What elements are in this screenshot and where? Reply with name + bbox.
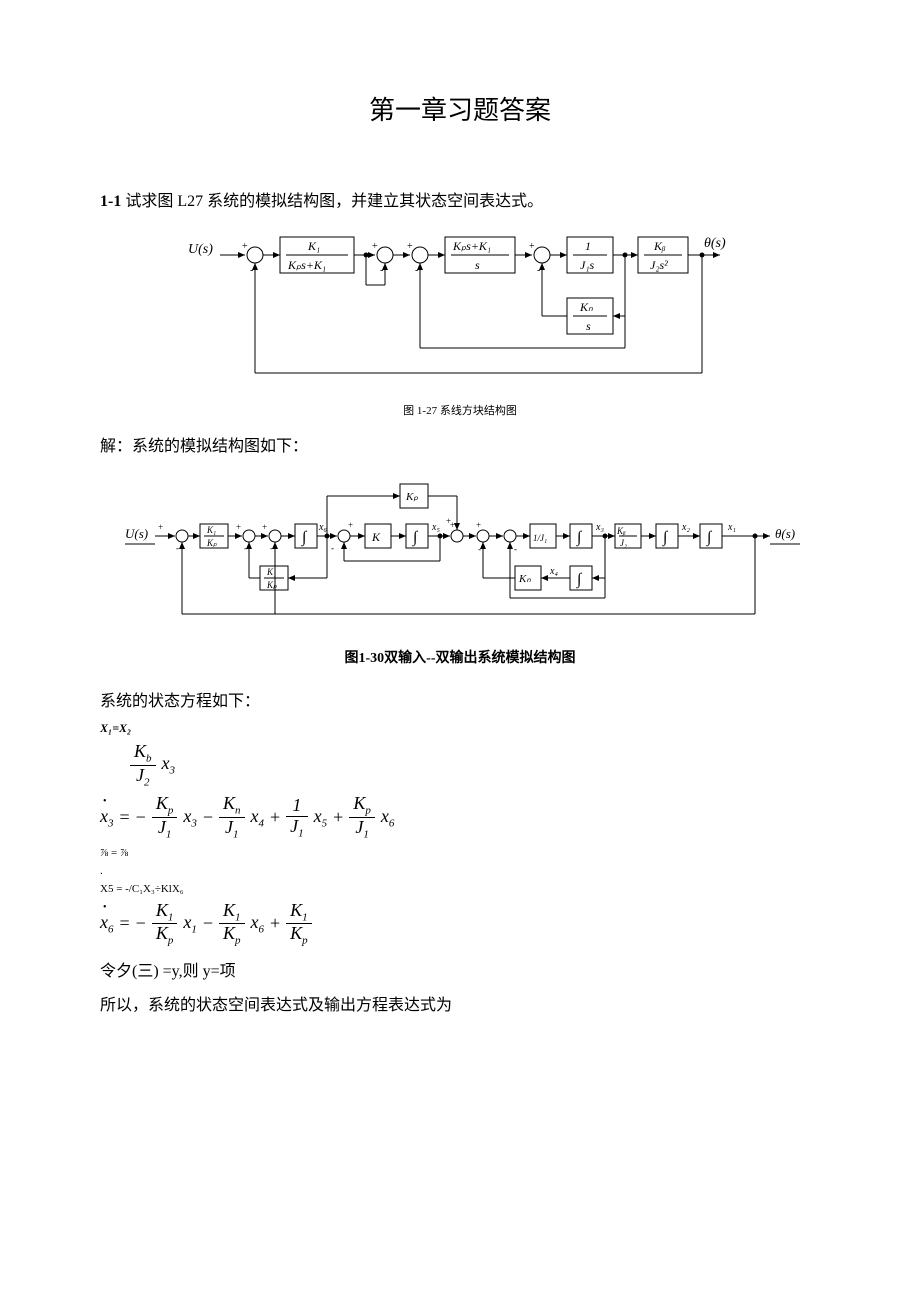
output-label: θ(s) — [704, 236, 726, 251]
input-label: U(s) — [188, 242, 213, 257]
svg-text:J₁s: J₁s — [580, 258, 594, 272]
svg-text:+: + — [242, 241, 248, 252]
svg-text:K₁: K₁ — [307, 239, 320, 253]
svg-text:J₂: J₂ — [620, 538, 627, 548]
svg-text:x₃: x₃ — [595, 522, 604, 533]
eq-x3: x3 = − KpJ1 x3 − KnJ1 x4 + 1J1 x5 + KpJ1… — [100, 794, 820, 840]
svg-text:Kₚ: Kₚ — [405, 491, 418, 503]
svg-text:1/J₁: 1/J₁ — [533, 533, 547, 543]
eq-x1x2: X₁=X₂ — [100, 721, 820, 736]
svg-text:+: + — [407, 241, 413, 252]
problem-statement: 1-1 试求图 L27 系统的模拟结构图，并建立其状态空间表达式。 — [100, 187, 820, 211]
svg-text:∫: ∫ — [301, 529, 308, 547]
svg-text:x₂: x₂ — [681, 522, 690, 533]
svg-text:∫: ∫ — [662, 529, 669, 547]
svg-text:+: + — [158, 522, 163, 532]
eq-small-1: ⅞ = ⅞ — [100, 847, 820, 859]
svg-text:Kₙ: Kₙ — [518, 573, 531, 585]
svg-text:∫: ∫ — [576, 529, 583, 547]
eq-small-2: X5 = -/C₁X₃÷KlX₆ — [100, 883, 820, 895]
svg-text:Kᵦ: Kᵦ — [616, 526, 626, 536]
figure-1-30-caption: 图1-30双输入--双输出系统模拟结构图 — [100, 647, 820, 667]
svg-text:-: - — [176, 543, 179, 553]
svg-text:+: + — [262, 522, 267, 532]
so-line: 所以，系统的状态空间表达式及输出方程表达式为 — [100, 991, 820, 1015]
chapter-title: 第一章习题答案 — [100, 90, 820, 127]
svg-text:x₅: x₅ — [431, 522, 440, 533]
problem-number: 1-1 — [100, 193, 121, 210]
block-diagram-2: U(s) + - K₁ Kₚ + - + - — [120, 466, 800, 626]
svg-text:-: - — [270, 543, 273, 553]
eq-x2: KbJ2 x3 — [130, 742, 820, 788]
svg-text:+: + — [372, 241, 378, 252]
figure-1-27: U(s) + - K₁ Kₚs+K₁ + - + - — [100, 223, 820, 398]
svg-text:Kₚ: Kₚ — [206, 538, 217, 548]
svg-text:x₆: x₆ — [318, 522, 327, 533]
svg-text:+: + — [348, 520, 353, 530]
figure-1-27-caption: 图 1-27 系线方块结构图 — [100, 402, 820, 418]
svg-text:-: - — [478, 544, 481, 554]
let-line: 令夕(三) =y,则 y=项 — [100, 957, 820, 981]
svg-text:1: 1 — [585, 239, 591, 253]
problem-text: 试求图 L27 系统的模拟结构图，并建立其状态空间表达式。 — [121, 193, 543, 210]
svg-text:θ(s): θ(s) — [775, 526, 795, 541]
svg-text:-: - — [415, 265, 418, 276]
svg-text:x₁: x₁ — [727, 522, 736, 533]
svg-text:Kₙ: Kₙ — [579, 300, 593, 314]
svg-text:-: - — [380, 265, 383, 276]
svg-text:Kᵦ: Kᵦ — [653, 239, 666, 253]
eq-small-dot: . — [100, 865, 820, 877]
svg-text:J₂s²: J₂s² — [650, 258, 668, 272]
solution-intro: 解：系统的模拟结构图如下： — [100, 432, 820, 456]
page: 第一章习题答案 1-1 试求图 L27 系统的模拟结构图，并建立其状态空间表达式… — [0, 0, 920, 1085]
svg-text:U(s): U(s) — [125, 526, 148, 541]
svg-text:-: - — [331, 543, 334, 553]
svg-text:∫: ∫ — [576, 571, 583, 589]
svg-text:s: s — [475, 258, 480, 272]
svg-text:-: - — [250, 265, 253, 276]
svg-text:+: + — [446, 516, 451, 526]
svg-text:-: - — [537, 265, 540, 276]
svg-text:+: + — [476, 520, 481, 530]
svg-text:Kₚs+K₁: Kₚs+K₁ — [287, 258, 326, 272]
figure-1-30: U(s) + - K₁ Kₚ + - + - — [100, 466, 820, 631]
svg-text:x₄: x₄ — [549, 566, 558, 577]
svg-text:+: + — [236, 522, 241, 532]
svg-text:+: + — [529, 241, 535, 252]
state-intro: 系统的状态方程如下： — [100, 687, 820, 711]
block-diagram-1: U(s) + - K₁ Kₚs+K₁ + - + - — [180, 223, 740, 393]
svg-text:-: - — [244, 543, 247, 553]
svg-text:∫: ∫ — [412, 529, 419, 547]
eq-x6: x6 = − K1Kp x1 − K1Kp x6 + K1Kp — [100, 901, 820, 947]
svg-text:Kₚs+K₁: Kₚs+K₁ — [452, 239, 491, 253]
svg-text:K: K — [371, 530, 381, 544]
svg-text:K₁: K₁ — [206, 525, 216, 535]
svg-text:∫: ∫ — [706, 529, 713, 547]
svg-text:s: s — [586, 319, 591, 333]
svg-text:-: - — [514, 544, 517, 554]
